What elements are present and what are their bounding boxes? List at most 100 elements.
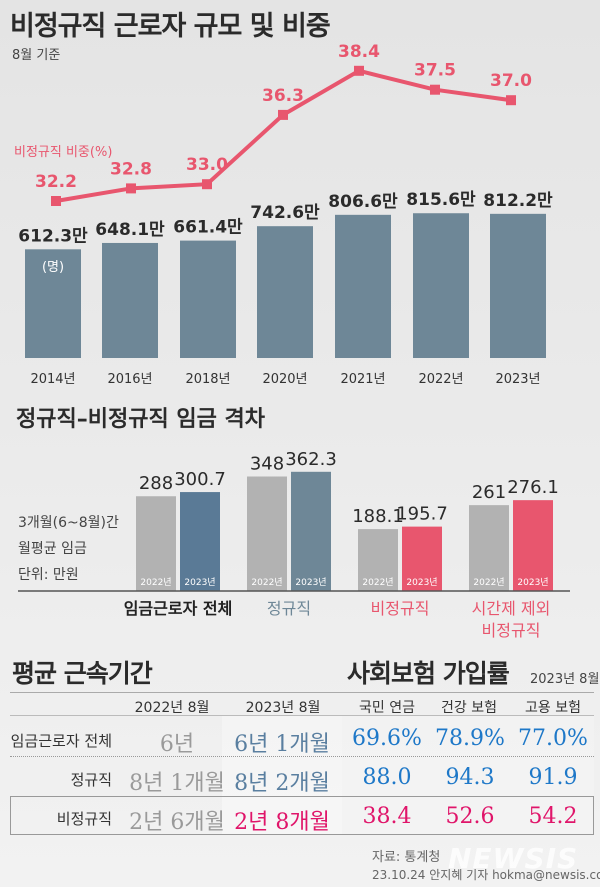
size-bar-label: 815.6만 — [406, 190, 476, 210]
insurance-value: 78.9% — [435, 726, 505, 751]
tenure-2022: 6년 — [159, 732, 195, 757]
size-bar — [335, 214, 391, 358]
wage-bar-label: 261 — [472, 482, 506, 503]
share-point-label: 37.0 — [490, 71, 532, 91]
share-point-label: 38.4 — [338, 42, 380, 62]
header-2022: 2022년 8월 — [134, 700, 210, 716]
insurance-value: 94.3 — [445, 765, 495, 790]
tenure-2023: 8년 2개월 — [234, 771, 330, 796]
insurance-title: 사회보험 가입률 — [347, 659, 510, 688]
highlight-column — [222, 716, 342, 834]
x-tick-label: 2018년 — [185, 372, 230, 387]
x-tick-label: 2023년 — [495, 372, 540, 387]
bar-year-label: 2023년 — [295, 577, 326, 588]
divider — [10, 715, 594, 716]
category-label: 임금근로자 전체 — [124, 599, 233, 618]
wage-chart-title: 정규직–비정규직 임금 격차 — [16, 407, 266, 432]
share-point — [202, 179, 212, 190]
wage-bar — [180, 492, 220, 591]
category-label: 정규직 — [267, 599, 311, 618]
wage-note-2: 월평균 임금 — [18, 541, 87, 557]
x-tick-label: 2022년 — [418, 372, 463, 387]
size-bar-label: 648.1만 — [95, 220, 165, 240]
bar-year-label: 2022년 — [362, 577, 393, 588]
bar-year-label: 2022년 — [140, 577, 171, 588]
wage-bar-label: 188.1 — [352, 506, 404, 527]
share-point — [278, 109, 288, 120]
wage-bar — [358, 529, 398, 591]
insurance-value: 38.4 — [362, 804, 412, 829]
wage-bar — [136, 496, 176, 591]
size-bar-label: 812.2만 — [483, 191, 553, 211]
x-tick-label: 2016년 — [107, 372, 152, 387]
insurance-value: 52.6 — [445, 804, 495, 829]
share-point — [354, 65, 364, 76]
size-bar — [180, 240, 236, 358]
wage-bar-label: 288 — [139, 473, 173, 494]
page-subtitle: 8월 기준 — [12, 48, 61, 63]
share-point-label: 32.8 — [110, 159, 152, 179]
insurance-value: 69.6% — [352, 726, 422, 751]
x-tick-label: 2021년 — [340, 372, 385, 387]
category-label: 비정규직 — [371, 599, 430, 618]
charts: 612.3만 2014년 648.1만 2016년 661.4만 2018년 742.6만 2… — [14, 42, 570, 640]
wage-bar-label: 362.3 — [285, 449, 337, 470]
size-bar — [257, 226, 313, 358]
wage-bar-label: 300.7 — [174, 469, 226, 490]
header-pension: 국민 연금 — [359, 700, 415, 716]
row-label: 정규직 — [70, 771, 112, 789]
category-label: 비정규직 — [482, 621, 541, 640]
insurance-value: 91.9 — [528, 765, 578, 790]
share-point — [126, 183, 136, 194]
size-bar — [102, 242, 158, 358]
divider — [10, 692, 594, 693]
bar-year-label: 2023년 — [517, 577, 548, 588]
insurance-value: 54.2 — [528, 804, 578, 829]
share-point — [51, 196, 61, 206]
share-point-label: 36.3 — [262, 86, 304, 106]
size-bar-label: 661.4만 — [173, 218, 243, 238]
share-point-label: 33.0 — [186, 155, 228, 175]
wage-gap-chart: 288 2022년 348 2022년 188.1 2022년 261 2022년 300.7 2… — [18, 449, 570, 640]
row-label: 임금근로자 전체 — [10, 732, 112, 750]
size-bar — [25, 249, 81, 358]
row-label: 비정규직 — [56, 810, 112, 828]
size-bar-label: 742.6만 — [250, 203, 320, 223]
tenure-2022: 8년 1개월 — [129, 771, 225, 796]
credit: 23.10.24 안지혜 기자 hokma@newsis.com — [372, 868, 600, 882]
wage-bar — [513, 500, 553, 591]
page-title: 비정규직 근로자 규모 및 비중 — [10, 11, 331, 42]
wage-bar-label: 348 — [250, 454, 284, 475]
wage-note-3: 단위: 만원 — [18, 567, 79, 583]
wage-note-1: 3개월(6~8월)간 — [18, 515, 119, 531]
insurance-date: 2023년 8월 — [530, 672, 600, 687]
wage-bar — [402, 526, 442, 591]
share-point — [430, 84, 440, 95]
tenure-title: 평균 근속기간 — [12, 659, 153, 688]
bar-unit-label: (명) — [42, 260, 64, 275]
bar-year-label: 2022년 — [251, 577, 282, 588]
newsis-logo: NEWSIS — [448, 842, 579, 875]
insurance-value: 88.0 — [362, 765, 412, 790]
header-health: 건강 보험 — [441, 700, 497, 716]
wage-bar — [291, 471, 331, 591]
source: 자료: 통계청 — [372, 850, 441, 865]
size-bar-label: 612.3만 — [18, 226, 88, 246]
wage-bar-label: 195.7 — [396, 504, 448, 525]
wage-bar — [247, 476, 287, 591]
insurance-value: 77.0% — [518, 726, 588, 751]
wage-bar — [469, 505, 509, 591]
bar-year-label: 2023년 — [406, 577, 437, 588]
size-bar-label: 806.6만 — [328, 192, 398, 212]
line-legend: 비정규직 비중(%) — [14, 145, 112, 160]
bar-year-label: 2023년 — [184, 577, 215, 588]
tenure-2023: 6년 1개월 — [234, 732, 330, 757]
highlight-row-box — [10, 796, 594, 835]
insurance-bg — [342, 716, 594, 834]
size-bar — [413, 213, 469, 358]
wage-bar-label: 276.1 — [507, 477, 559, 498]
share-point-label: 37.5 — [414, 61, 456, 81]
header-2023: 2023년 8월 — [245, 700, 321, 716]
tenure-2023: 2년 8개월 — [234, 810, 330, 835]
category-label: 시간제 제외 — [472, 599, 551, 618]
